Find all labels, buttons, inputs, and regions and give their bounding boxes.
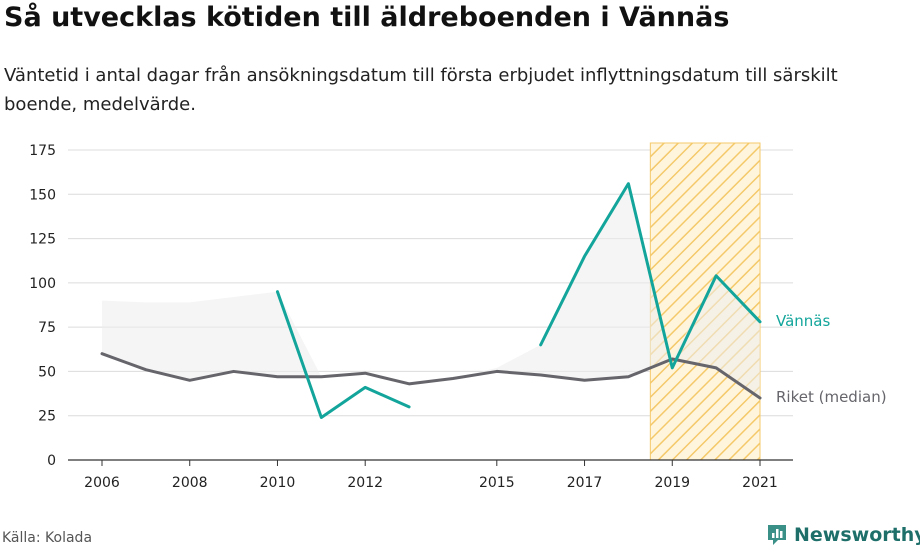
source-note: Källa: Kolada bbox=[2, 530, 93, 546]
series-line-riket bbox=[100, 352, 762, 400]
x-tick-label: 2015 bbox=[479, 475, 515, 491]
series-label-vannas: Vännäs bbox=[776, 312, 830, 330]
x-tick-label: 2010 bbox=[260, 475, 296, 491]
x-tick-label: 2006 bbox=[84, 475, 120, 491]
axes bbox=[68, 459, 793, 466]
brand-logo: Newsworthy bbox=[766, 520, 920, 550]
series-line-vannas bbox=[539, 182, 762, 370]
y-tick-label: 0 bbox=[47, 453, 56, 469]
y-tick-label: 125 bbox=[29, 232, 56, 248]
series-lines bbox=[100, 182, 762, 419]
x-tick-label: 2008 bbox=[172, 475, 208, 491]
x-tick-label: 2021 bbox=[742, 475, 778, 491]
series-line-vannas bbox=[275, 290, 411, 419]
x-tick-label: 2019 bbox=[654, 475, 690, 491]
newsworthy-logo-icon bbox=[768, 525, 786, 545]
y-tick-label: 175 bbox=[29, 143, 56, 159]
tick-labels: 0 25 50 75 100 125 150 175 2006 2008 2010 2012 2015 2… bbox=[29, 143, 778, 491]
y-tick-label: 100 bbox=[29, 276, 56, 292]
x-tick-label: 2017 bbox=[567, 475, 603, 491]
y-tick-label: 25 bbox=[38, 409, 56, 425]
y-tick-label: 50 bbox=[38, 364, 56, 380]
y-tick-label: 150 bbox=[29, 187, 56, 203]
y-tick-label: 75 bbox=[38, 320, 56, 336]
brand-name: Newsworthy bbox=[794, 524, 920, 546]
chart-subtitle: Väntetid i antal dagar från ansökningsda… bbox=[4, 65, 838, 115]
range-band-area bbox=[102, 291, 410, 384]
x-tick-label: 2012 bbox=[347, 475, 383, 491]
chart-title: Så utvecklas kötiden till äldreboenden i… bbox=[4, 2, 730, 33]
series-label-riket: Riket (median) bbox=[776, 388, 887, 406]
